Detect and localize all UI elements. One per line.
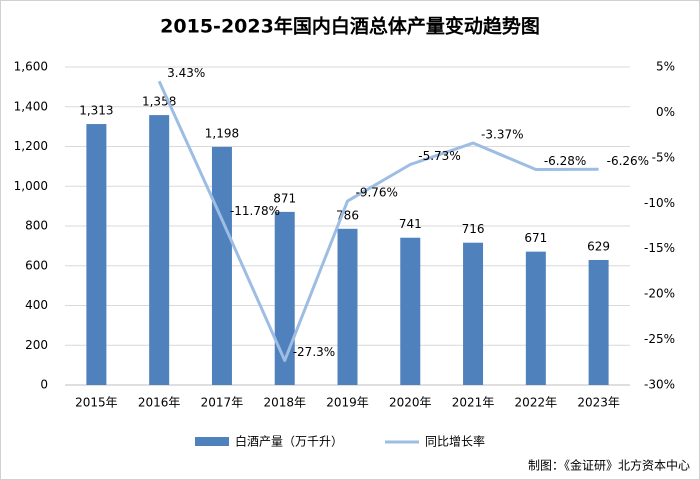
x-tick-label: 2022年 xyxy=(515,396,558,410)
y2-tick-label: -20% xyxy=(644,287,675,301)
data-label: -3.37% xyxy=(481,128,523,142)
y2-tick-label: -10% xyxy=(644,196,675,210)
legend-label: 白酒产量（万千升） xyxy=(235,434,343,449)
chart-title: 2015-2023年国内白酒总体产量变动趋势图 xyxy=(160,15,540,38)
y-tick-label: 1,000 xyxy=(14,179,48,193)
y-tick-label: 600 xyxy=(25,258,48,272)
data-label: -27.3% xyxy=(293,345,335,359)
bar xyxy=(400,237,421,385)
y-tick-label: 200 xyxy=(25,338,48,352)
data-label: 716 xyxy=(462,222,485,236)
x-tick-label: 2023年 xyxy=(577,396,620,410)
legend-swatch xyxy=(195,437,229,446)
legend-label: 同比增长率 xyxy=(425,434,485,449)
data-label: -11.78% xyxy=(230,204,280,218)
data-label: -9.76% xyxy=(356,186,398,200)
x-tick-label: 2015年 xyxy=(75,396,118,410)
bar xyxy=(525,251,546,385)
source-note: 制图：《金证研》北方资本中心 xyxy=(528,458,690,473)
data-label: 3.43% xyxy=(167,66,205,80)
data-label: -5.73% xyxy=(418,149,460,163)
data-label: 671 xyxy=(524,231,547,245)
y-tick-label: 1,600 xyxy=(14,60,48,74)
bar xyxy=(588,259,609,385)
x-tick-label: 2019年 xyxy=(326,396,369,410)
data-label: 629 xyxy=(587,239,610,253)
y2-tick-label: -15% xyxy=(644,241,675,255)
x-tick-label: 2017年 xyxy=(201,396,244,410)
y-tick-label: 400 xyxy=(25,298,48,312)
bar xyxy=(274,211,295,385)
y-tick-label: 0 xyxy=(40,378,48,392)
y2-tick-label: -30% xyxy=(644,378,675,392)
bar xyxy=(86,124,107,385)
bar xyxy=(463,242,484,385)
y-tick-label: 800 xyxy=(25,219,48,233)
y2-tick-label: 0% xyxy=(656,105,675,119)
data-label: -6.28% xyxy=(544,154,586,168)
x-tick-label: 2020年 xyxy=(389,396,432,410)
y2-tick-label: -25% xyxy=(644,332,675,346)
x-tick-label: 2016年 xyxy=(138,396,181,410)
x-tick-label: 2018年 xyxy=(263,396,306,410)
y-tick-label: 1,200 xyxy=(14,139,48,153)
data-label: 871 xyxy=(273,191,296,205)
bar xyxy=(211,146,232,385)
data-label: 1,313 xyxy=(79,104,113,118)
y2-tick-label: -5% xyxy=(652,150,675,164)
data-label: -6.26% xyxy=(607,154,649,168)
y-tick-label: 1,400 xyxy=(14,99,48,113)
bar xyxy=(337,228,358,385)
data-label: 741 xyxy=(399,217,422,231)
data-label: 1,198 xyxy=(205,126,239,140)
line xyxy=(157,80,599,362)
bar xyxy=(149,115,170,385)
y2-tick-label: 5% xyxy=(656,60,675,74)
x-tick-label: 2021年 xyxy=(452,396,495,410)
